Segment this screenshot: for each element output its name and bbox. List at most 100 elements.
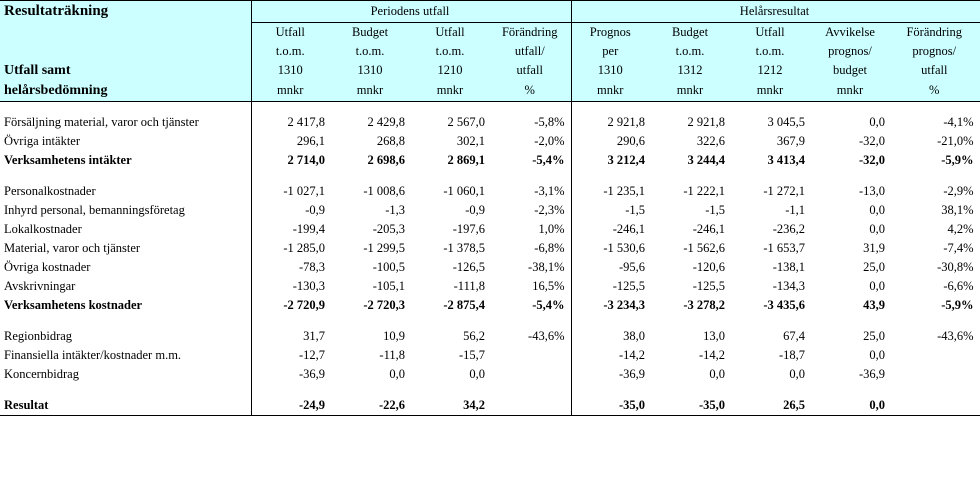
cell: -197,6	[411, 220, 491, 239]
table-row: Resultat-24,9-22,634,2-35,0-35,026,50,0	[0, 396, 980, 416]
cell: 26,5	[731, 396, 811, 416]
cell: -0,9	[251, 201, 331, 220]
cell: -1 222,1	[651, 182, 731, 201]
subtitle: helårsbedömning	[0, 81, 251, 102]
cell: 367,9	[731, 132, 811, 151]
cell: -1,3	[331, 201, 411, 220]
col-header: t.o.m.	[331, 42, 411, 61]
cell: -12,7	[251, 346, 331, 365]
col-header: budget	[811, 61, 891, 81]
table-spacer-row	[0, 170, 980, 182]
cell: -1 653,7	[731, 239, 811, 258]
cell: 3 045,5	[731, 113, 811, 132]
row-label: Lokalkostnader	[0, 220, 251, 239]
cell: -3 435,6	[731, 296, 811, 315]
cell: -30,8%	[891, 258, 980, 277]
col-header: 1312	[651, 61, 731, 81]
table-row: Finansiella intäkter/kostnader m.m.-12,7…	[0, 346, 980, 365]
cell: 3 212,4	[571, 151, 651, 170]
cell: -130,3	[251, 277, 331, 296]
cell: -6,8%	[491, 239, 571, 258]
cell: 0,0	[811, 396, 891, 416]
cell: 31,7	[251, 327, 331, 346]
table-row: Personalkostnader-1 027,1-1 008,6-1 060,…	[0, 182, 980, 201]
cell: 0,0	[651, 365, 731, 384]
cell: -134,3	[731, 277, 811, 296]
cell: -246,1	[571, 220, 651, 239]
col-header: prognos/	[891, 42, 980, 61]
col-header: Prognos	[571, 22, 651, 42]
group-header-year: Helårsresultat	[571, 1, 980, 23]
table-row: Övriga kostnader-78,3-100,5-126,5-38,1%-…	[0, 258, 980, 277]
row-label: Koncernbidrag	[0, 365, 251, 384]
col-header: utfall/	[491, 42, 571, 61]
col-header: mnkr	[411, 81, 491, 102]
col-header: Budget	[651, 22, 731, 42]
cell: -1 378,5	[411, 239, 491, 258]
cell: -5,4%	[491, 151, 571, 170]
cell: -6,6%	[891, 277, 980, 296]
cell: 0,0	[811, 113, 891, 132]
cell: 56,2	[411, 327, 491, 346]
cell: -36,9	[251, 365, 331, 384]
cell: -2 875,4	[411, 296, 491, 315]
cell: 3 413,4	[731, 151, 811, 170]
cell: -5,9%	[891, 296, 980, 315]
cell: -18,7	[731, 346, 811, 365]
cell: -5,8%	[491, 113, 571, 132]
cell: -4,1%	[891, 113, 980, 132]
col-header: Budget	[331, 22, 411, 42]
subtitle: Utfall samt	[0, 61, 251, 81]
cell: -1,5	[571, 201, 651, 220]
cell: -1 299,5	[331, 239, 411, 258]
cell: -13,0	[811, 182, 891, 201]
table: Resultaträkning Periodens utfall Helårsr…	[0, 0, 980, 416]
cell: -15,7	[411, 346, 491, 365]
row-label: Övriga intäkter	[0, 132, 251, 151]
table-row: Material, varor och tjänster-1 285,0-1 2…	[0, 239, 980, 258]
cell: -120,6	[651, 258, 731, 277]
col-header: mnkr	[571, 81, 651, 102]
cell: 38,0	[571, 327, 651, 346]
cell: -125,5	[651, 277, 731, 296]
cell: 2 567,0	[411, 113, 491, 132]
cell: 0,0	[811, 277, 891, 296]
cell	[491, 365, 571, 384]
cell: -2 720,9	[251, 296, 331, 315]
col-header: utfall	[891, 61, 980, 81]
cell: -1 008,6	[331, 182, 411, 201]
col-header: t.o.m.	[251, 42, 331, 61]
cell: -126,5	[411, 258, 491, 277]
table-row: Lokalkostnader-199,4-205,3-197,61,0%-246…	[0, 220, 980, 239]
cell: -43,6%	[891, 327, 980, 346]
table-spacer-row	[0, 315, 980, 327]
cell	[491, 346, 571, 365]
table-row: Verksamhetens kostnader-2 720,9-2 720,3-…	[0, 296, 980, 315]
cell	[891, 396, 980, 416]
cell: 67,4	[731, 327, 811, 346]
col-header: mnkr	[331, 81, 411, 102]
cell: 2 869,1	[411, 151, 491, 170]
col-header: 1212	[731, 61, 811, 81]
cell: -199,4	[251, 220, 331, 239]
cell: -1 530,6	[571, 239, 651, 258]
cell: 10,9	[331, 327, 411, 346]
cell: 2 714,0	[251, 151, 331, 170]
row-label: Personalkostnader	[0, 182, 251, 201]
table-row: Avskrivningar-130,3-105,1-111,816,5%-125…	[0, 277, 980, 296]
cell: 0,0	[331, 365, 411, 384]
cell: 322,6	[651, 132, 731, 151]
title-blank	[0, 22, 251, 42]
cell: -43,6%	[491, 327, 571, 346]
cell: 0,0	[411, 365, 491, 384]
cell: 25,0	[811, 258, 891, 277]
cell: 3 244,4	[651, 151, 731, 170]
table-row: Verksamhetens intäkter2 714,02 698,62 86…	[0, 151, 980, 170]
cell: 2 429,8	[331, 113, 411, 132]
cell: -21,0%	[891, 132, 980, 151]
cell: 31,9	[811, 239, 891, 258]
table-row: Försäljning material, varor och tjänster…	[0, 113, 980, 132]
col-header: Utfall	[251, 22, 331, 42]
cell: -125,5	[571, 277, 651, 296]
col-header: utfall	[491, 61, 571, 81]
